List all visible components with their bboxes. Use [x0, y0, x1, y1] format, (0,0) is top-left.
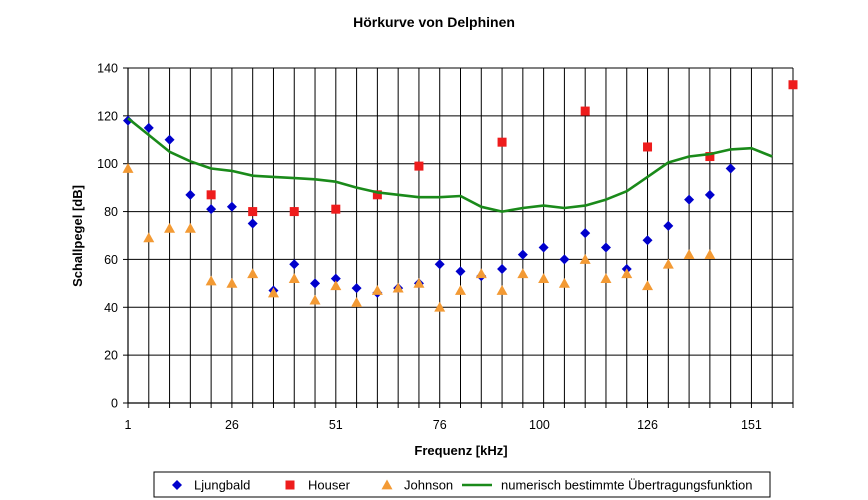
data-point	[497, 137, 507, 147]
data-point	[642, 280, 654, 291]
data-point	[309, 294, 321, 305]
data-point	[351, 297, 363, 307]
data-point	[704, 249, 716, 260]
data-point	[331, 204, 341, 214]
x-tick-label: 26	[225, 418, 239, 432]
data-point	[725, 163, 736, 174]
chart-title: Hörkurve von Delphinen	[353, 14, 515, 30]
data-point	[643, 142, 653, 152]
data-point	[434, 301, 446, 312]
data-point	[455, 285, 466, 295]
data-point	[330, 273, 341, 284]
data-point	[185, 189, 196, 200]
data-point	[289, 259, 300, 270]
data-point	[414, 161, 424, 171]
y-tick-label: 40	[104, 301, 118, 315]
data-point	[580, 228, 591, 239]
data-point	[662, 258, 674, 269]
data-point	[517, 268, 529, 279]
legend: Ljungbald Houser Johnson numerisch bestimmt…	[153, 471, 771, 498]
legend-label: Houser	[308, 478, 351, 493]
data-point	[392, 282, 404, 293]
data-point	[206, 190, 216, 200]
data-point	[371, 285, 383, 295]
data-point	[642, 235, 653, 246]
data-point	[206, 204, 217, 215]
legend-swatch	[285, 480, 295, 490]
data-point	[538, 273, 550, 283]
data-point	[164, 134, 175, 145]
y-tick-label: 140	[97, 62, 118, 76]
x-tick-label: 151	[741, 418, 762, 432]
data-point	[289, 207, 299, 217]
x-tick-label: 1	[125, 418, 132, 432]
data-point	[475, 268, 487, 279]
x-tick-label: 100	[529, 418, 550, 432]
data-point	[267, 287, 279, 298]
legend-swatch	[381, 479, 393, 490]
data-point	[663, 220, 674, 231]
series-johnson	[122, 163, 716, 312]
data-point	[122, 163, 134, 173]
data-point	[205, 275, 217, 286]
data-point	[580, 106, 590, 116]
y-tick-label: 20	[104, 349, 118, 363]
data-point	[288, 273, 300, 283]
data-point	[372, 190, 382, 200]
data-point	[455, 266, 466, 277]
y-tick-label: 60	[104, 253, 118, 267]
plot-area	[122, 80, 798, 312]
data-point	[434, 259, 445, 270]
y-tick-label: 0	[111, 397, 118, 411]
data-point	[538, 242, 549, 253]
data-point	[684, 194, 695, 205]
data-point	[226, 277, 238, 288]
data-point	[683, 249, 695, 260]
data-point	[143, 122, 154, 133]
data-point	[226, 201, 237, 212]
data-point	[413, 277, 425, 288]
data-point	[164, 222, 176, 233]
series-houser	[206, 80, 798, 217]
data-point	[184, 222, 196, 233]
data-point	[330, 280, 342, 291]
x-axis-title: Frequenz [kHz]	[414, 443, 507, 458]
data-point	[123, 115, 133, 126]
legend-label: Ljungbald	[194, 478, 250, 493]
data-point	[248, 207, 258, 217]
x-tick-label: 51	[329, 418, 343, 432]
data-point	[558, 277, 570, 288]
grid	[127, 67, 794, 404]
data-point	[310, 278, 321, 289]
data-point	[497, 264, 508, 274]
data-point	[517, 249, 528, 260]
data-point	[496, 285, 508, 295]
data-point	[788, 80, 798, 90]
y-tick-label: 80	[104, 205, 118, 219]
data-point	[600, 242, 611, 253]
data-point	[143, 232, 155, 243]
x-tick-label: 126	[637, 418, 658, 432]
data-point	[351, 283, 362, 294]
y-axis-title: Schallpegel [dB]	[70, 185, 85, 287]
y-tick-label: 120	[97, 109, 118, 123]
data-point	[579, 253, 591, 264]
data-point	[600, 273, 612, 283]
axes	[123, 67, 794, 408]
data-point	[621, 268, 633, 279]
data-point	[705, 152, 715, 162]
legend-swatch	[172, 480, 182, 490]
data-point	[247, 218, 258, 229]
series-numerisch-bestimmte-übertragungsfunktion	[127, 117, 773, 213]
data-point	[559, 254, 570, 265]
legend-label: numerisch bestimmte Übertragungsfunktion	[501, 478, 752, 493]
y-tick-label: 100	[97, 157, 118, 171]
data-point	[704, 189, 715, 200]
x-tick-label: 76	[433, 418, 447, 432]
data-point	[247, 268, 259, 279]
legend-label: Johnson	[404, 478, 453, 493]
series-line	[127, 117, 773, 213]
